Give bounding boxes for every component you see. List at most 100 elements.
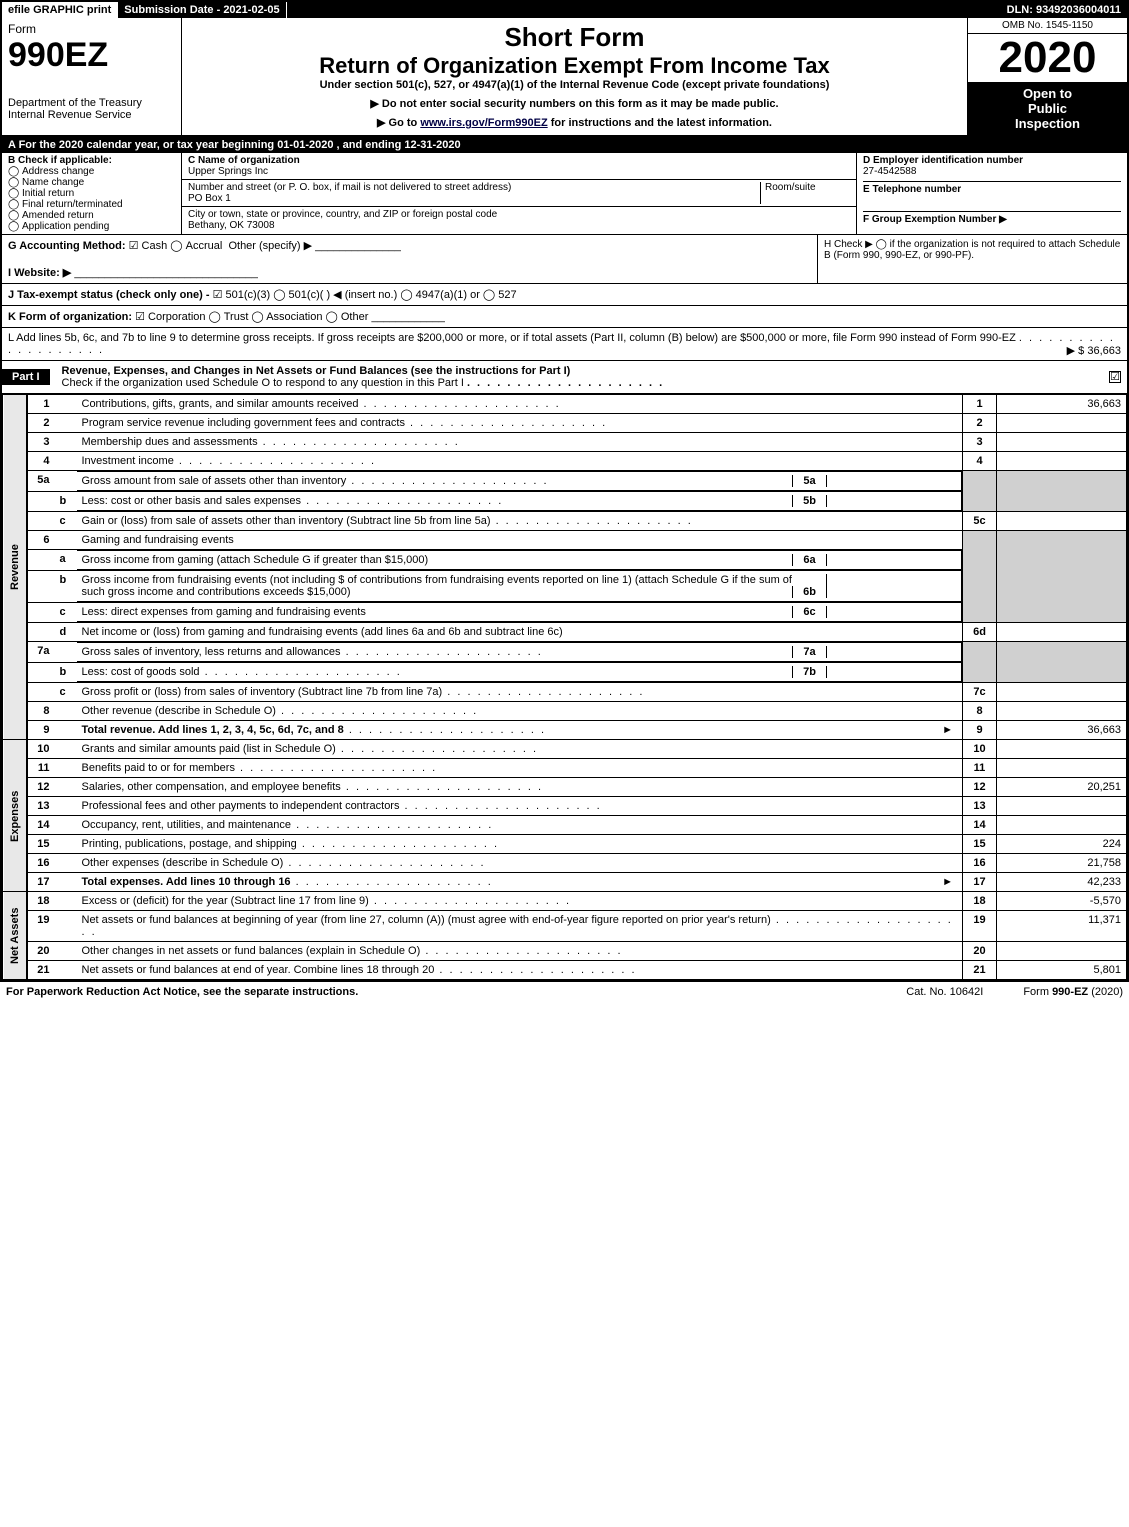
desc-5a: Gross amount from sale of assets other t…: [82, 475, 347, 487]
amt-14: [997, 816, 1127, 835]
mid-6c: 6c: [792, 606, 826, 618]
open-line3: Inspection: [970, 116, 1125, 131]
chk-final-return[interactable]: ◯: [8, 199, 22, 210]
lbl-amended-return: Amended return: [22, 210, 94, 221]
desc-7c: Gross profit or (loss) from sales of inv…: [82, 686, 443, 698]
chk-application-pending[interactable]: ◯: [8, 221, 22, 232]
row-j: J Tax-exempt status (check only one) - ☑…: [2, 284, 1127, 306]
box-c: C Name of organization Upper Springs Inc…: [182, 153, 857, 234]
chk-name-change[interactable]: ◯: [8, 177, 22, 188]
ln-15: 15: [27, 835, 55, 854]
j-label: J Tax-exempt status (check only one) -: [8, 289, 210, 301]
num-19: 19: [963, 911, 997, 942]
amt-21: 5,801: [997, 961, 1127, 980]
top-bar: efile GRAPHIC print Submission Date - 20…: [2, 2, 1127, 18]
footer-left: For Paperwork Reduction Act Notice, see …: [6, 986, 358, 998]
desc-20: Other changes in net assets or fund bala…: [82, 945, 421, 957]
ln-10: 10: [27, 740, 55, 759]
accounting-method-label: G Accounting Method:: [8, 240, 126, 252]
amt-6d: [997, 623, 1127, 642]
room-suite-label: Room/suite: [760, 182, 850, 204]
ssn-notice: ▶ Do not enter social security numbers o…: [190, 97, 959, 110]
gh-row: G Accounting Method: ☑ Cash ◯ Accrual Ot…: [2, 235, 1127, 284]
open-line1: Open to: [970, 86, 1125, 101]
num-2: 2: [963, 414, 997, 433]
desc-9: Total revenue. Add lines 1, 2, 3, 4, 5c,…: [82, 724, 344, 736]
desc-2: Program service revenue including govern…: [82, 417, 405, 429]
chk-amended-return[interactable]: ◯: [8, 210, 22, 221]
ln-12: 12: [27, 778, 55, 797]
ln-5c: c: [55, 512, 77, 531]
goto-post: for instructions and the latest informat…: [548, 117, 772, 129]
desc-14: Occupancy, rent, utilities, and maintena…: [82, 819, 292, 831]
ln-4: 4: [27, 452, 55, 471]
mid-7b: 7b: [792, 666, 826, 678]
org-address: PO Box 1: [188, 193, 231, 204]
form-header: Form 990EZ Department of the Treasury In…: [2, 18, 1127, 137]
website-label: I Website: ▶: [8, 267, 71, 279]
box-b-title: B Check if applicable:: [8, 155, 112, 166]
k-options[interactable]: ☑ Corporation ◯ Trust ◯ Association ◯ Ot…: [135, 311, 368, 323]
chk-cash[interactable]: ☑: [129, 240, 142, 252]
amt-5c: [997, 512, 1127, 531]
org-name: Upper Springs Inc: [188, 166, 268, 177]
desc-6c: Less: direct expenses from gaming and fu…: [82, 606, 366, 618]
side-revenue: Revenue: [3, 395, 27, 740]
ln-19: 19: [27, 911, 55, 942]
omb-number: OMB No. 1545-1150: [968, 18, 1127, 34]
desc-13: Professional fees and other payments to …: [82, 800, 400, 812]
desc-1: Contributions, gifts, grants, and simila…: [82, 398, 359, 410]
row-l: L Add lines 5b, 6c, and 7b to line 9 to …: [2, 328, 1127, 361]
ln-7c: c: [55, 683, 77, 702]
chk-accrual[interactable]: ◯: [170, 240, 185, 252]
desc-10: Grants and similar amounts paid (list in…: [82, 743, 336, 755]
num-4: 4: [963, 452, 997, 471]
mid-7a: 7a: [792, 646, 826, 658]
ein-label: D Employer identification number: [863, 155, 1023, 166]
h-pre: H Check ▶: [824, 239, 873, 250]
l-amount: ▶ $ 36,663: [1067, 344, 1121, 357]
amt-8: [997, 702, 1127, 721]
num-8: 8: [963, 702, 997, 721]
k-label: K Form of organization:: [8, 311, 132, 323]
desc-6b: Gross income from fundraising events (no…: [82, 574, 793, 598]
ln-20: 20: [27, 942, 55, 961]
irs-link[interactable]: www.irs.gov/Form990EZ: [420, 117, 547, 129]
form-page: efile GRAPHIC print Submission Date - 20…: [0, 0, 1129, 982]
amt-18: -5,570: [997, 892, 1127, 911]
num-13: 13: [963, 797, 997, 816]
ln-1: 1: [27, 395, 55, 414]
desc-6a: Gross income from gaming (attach Schedul…: [82, 554, 429, 566]
group-exemption-label: F Group Exemption Number ▶: [863, 214, 1007, 225]
form-word: Form: [8, 22, 175, 36]
efile-print-button[interactable]: efile GRAPHIC print: [2, 2, 118, 18]
amt-13: [997, 797, 1127, 816]
desc-18: Excess or (deficit) for the year (Subtra…: [82, 895, 369, 907]
part1-table: Revenue 1 Contributions, gifts, grants, …: [2, 394, 1127, 980]
chk-initial-return[interactable]: ◯: [8, 188, 22, 199]
amt-3: [997, 433, 1127, 452]
amt-15: 224: [997, 835, 1127, 854]
desc-16: Other expenses (describe in Schedule O): [82, 857, 284, 869]
mid-5a: 5a: [792, 475, 826, 487]
ln-7a: 7a: [27, 642, 55, 663]
num-9: 9: [963, 721, 997, 740]
amt-12: 20,251: [997, 778, 1127, 797]
chk-sched-b[interactable]: ◯: [876, 239, 890, 250]
lbl-application-pending: Application pending: [22, 221, 109, 232]
ln-21: 21: [27, 961, 55, 980]
ln-5a: 5a: [27, 471, 55, 492]
lbl-final-return: Final return/terminated: [22, 199, 123, 210]
part1-header-row: Part I Revenue, Expenses, and Changes in…: [2, 361, 1127, 394]
ln-14: 14: [27, 816, 55, 835]
num-10: 10: [963, 740, 997, 759]
desc-17: Total expenses. Add lines 10 through 16: [82, 876, 291, 888]
short-form-title: Short Form: [190, 22, 959, 53]
part1-check[interactable]: ☑: [1109, 371, 1121, 383]
num-20: 20: [963, 942, 997, 961]
desc-7b: Less: cost of goods sold: [82, 666, 200, 678]
num-7c: 7c: [963, 683, 997, 702]
j-options[interactable]: ☑ 501(c)(3) ◯ 501(c)( ) ◀ (insert no.) ◯…: [213, 289, 517, 301]
amt-11: [997, 759, 1127, 778]
chk-address-change[interactable]: ◯: [8, 166, 22, 177]
